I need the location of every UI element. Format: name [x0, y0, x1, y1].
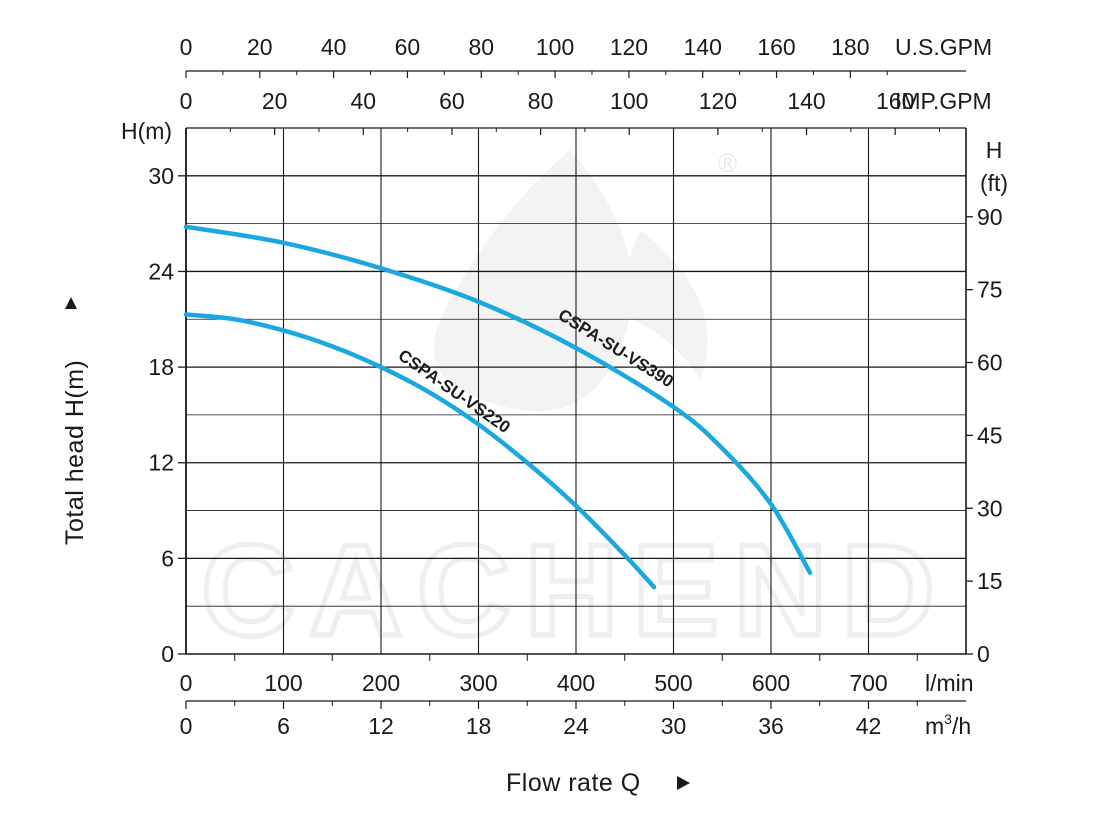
x-lmin-tick-label: 700 — [849, 670, 887, 696]
x-usgpm-tick-label: 80 — [468, 34, 494, 60]
y-m-tick-label: 24 — [148, 258, 174, 284]
x-impgpm-tick-label: 120 — [699, 88, 737, 114]
x-usgpm-tick-label: 140 — [684, 34, 722, 60]
x-m3h-tick-label: 0 — [180, 713, 193, 739]
x-usgpm-tick-label: 180 — [831, 34, 869, 60]
x-usgpm-tick-label: 0 — [180, 34, 193, 60]
y-ft-tick-label: 0 — [977, 641, 990, 667]
y-ft-tick-label: 90 — [977, 204, 1003, 230]
x-unit-impgpm-label: IMP.GPM — [895, 88, 992, 114]
x-lmin-tick-label: 400 — [557, 670, 595, 696]
y-unit-ft-label-1: H — [986, 137, 1003, 163]
x-m3h-tick-label: 36 — [758, 713, 784, 739]
x-lmin-tick-label: 500 — [654, 670, 692, 696]
plot-frame — [185, 127, 967, 655]
series-line-cspa-su-vs390 — [183, 224, 813, 575]
x-impgpm-tick-label: 160 — [876, 88, 914, 114]
x-unit-m3h-label: m3/h — [925, 711, 971, 739]
x-usgpm-tick-label: 40 — [321, 34, 347, 60]
y-unit-ft-label-2: (ft) — [980, 170, 1008, 196]
x-m3h-tick-label: 42 — [856, 713, 882, 739]
watermark: CACHEND ® — [199, 148, 949, 666]
x-lmin-tick-label: 600 — [752, 670, 790, 696]
x-unit-lmin-label: l/min — [925, 670, 974, 696]
x-lmin-tick-label: 100 — [264, 670, 302, 696]
y-axis-title-text: Total head H(m) — [61, 360, 89, 545]
x-m3h-tick-label: 30 — [661, 713, 687, 739]
y-ft-tick-label: 75 — [977, 277, 1003, 303]
grid — [185, 127, 966, 654]
x-usgpm-tick-label: 100 — [536, 34, 574, 60]
x-unit-m3h-sup: 3 — [944, 711, 952, 727]
y-m-tick-label: 6 — [161, 545, 174, 571]
series-line-cspa-su-vs220 — [183, 312, 657, 590]
x-lmin-tick-label: 200 — [362, 670, 400, 696]
y-ft-tick-label: 45 — [977, 422, 1003, 448]
arrow-right-icon — [677, 776, 690, 790]
x-usgpm-tick-label: 120 — [610, 34, 648, 60]
x-axis-title: Flow rate Q — [506, 769, 641, 797]
y-ft-tick-label: 60 — [977, 350, 1003, 376]
watermark-text: CACHEND — [201, 517, 949, 663]
y-unit-m-label: H(m) — [121, 118, 172, 144]
x-impgpm-tick-label: 60 — [439, 88, 465, 114]
arrow-up-icon — [65, 297, 77, 309]
x-impgpm-tick-label: 100 — [610, 88, 648, 114]
x-impgpm-tick-label: 140 — [787, 88, 825, 114]
y-m-tick-label: 30 — [148, 163, 174, 189]
y-ft-tick-label: 15 — [977, 568, 1003, 594]
x-impgpm-tick-label: 40 — [351, 88, 377, 114]
y-m-tick-label: 0 — [161, 641, 174, 667]
x-unit-usgpm-label: U.S.GPM — [895, 34, 992, 60]
x-impgpm-tick-label: 20 — [262, 88, 288, 114]
x-m3h-tick-label: 24 — [563, 713, 589, 739]
x-unit-m3h-tail: /h — [952, 713, 971, 739]
watermark-logo-icon — [434, 150, 633, 412]
x-usgpm-tick-label: 60 — [395, 34, 421, 60]
y-ft-tick-label: 30 — [977, 495, 1003, 521]
x-m3h-tick-label: 12 — [368, 713, 394, 739]
x-lmin-tick-label: 0 — [180, 670, 193, 696]
y-m-tick-label: 18 — [148, 354, 174, 380]
x-unit-m3h-base: m — [925, 713, 944, 739]
y-m-tick-label: 12 — [148, 450, 174, 476]
x-usgpm-tick-label: 20 — [247, 34, 273, 60]
x-usgpm-tick-label: 160 — [757, 34, 795, 60]
watermark-registered-mark: ® — [718, 148, 737, 178]
y-axis-title: Total head H(m) — [61, 297, 89, 545]
x-m3h-tick-label: 6 — [277, 713, 290, 739]
x-lmin-tick-label: 300 — [459, 670, 497, 696]
x-m3h-tick-label: 18 — [466, 713, 492, 739]
series-layer — [183, 224, 813, 590]
watermark-logo-fin-icon — [610, 230, 708, 380]
x-impgpm-tick-label: 0 — [180, 88, 193, 114]
x-impgpm-tick-label: 80 — [528, 88, 554, 114]
